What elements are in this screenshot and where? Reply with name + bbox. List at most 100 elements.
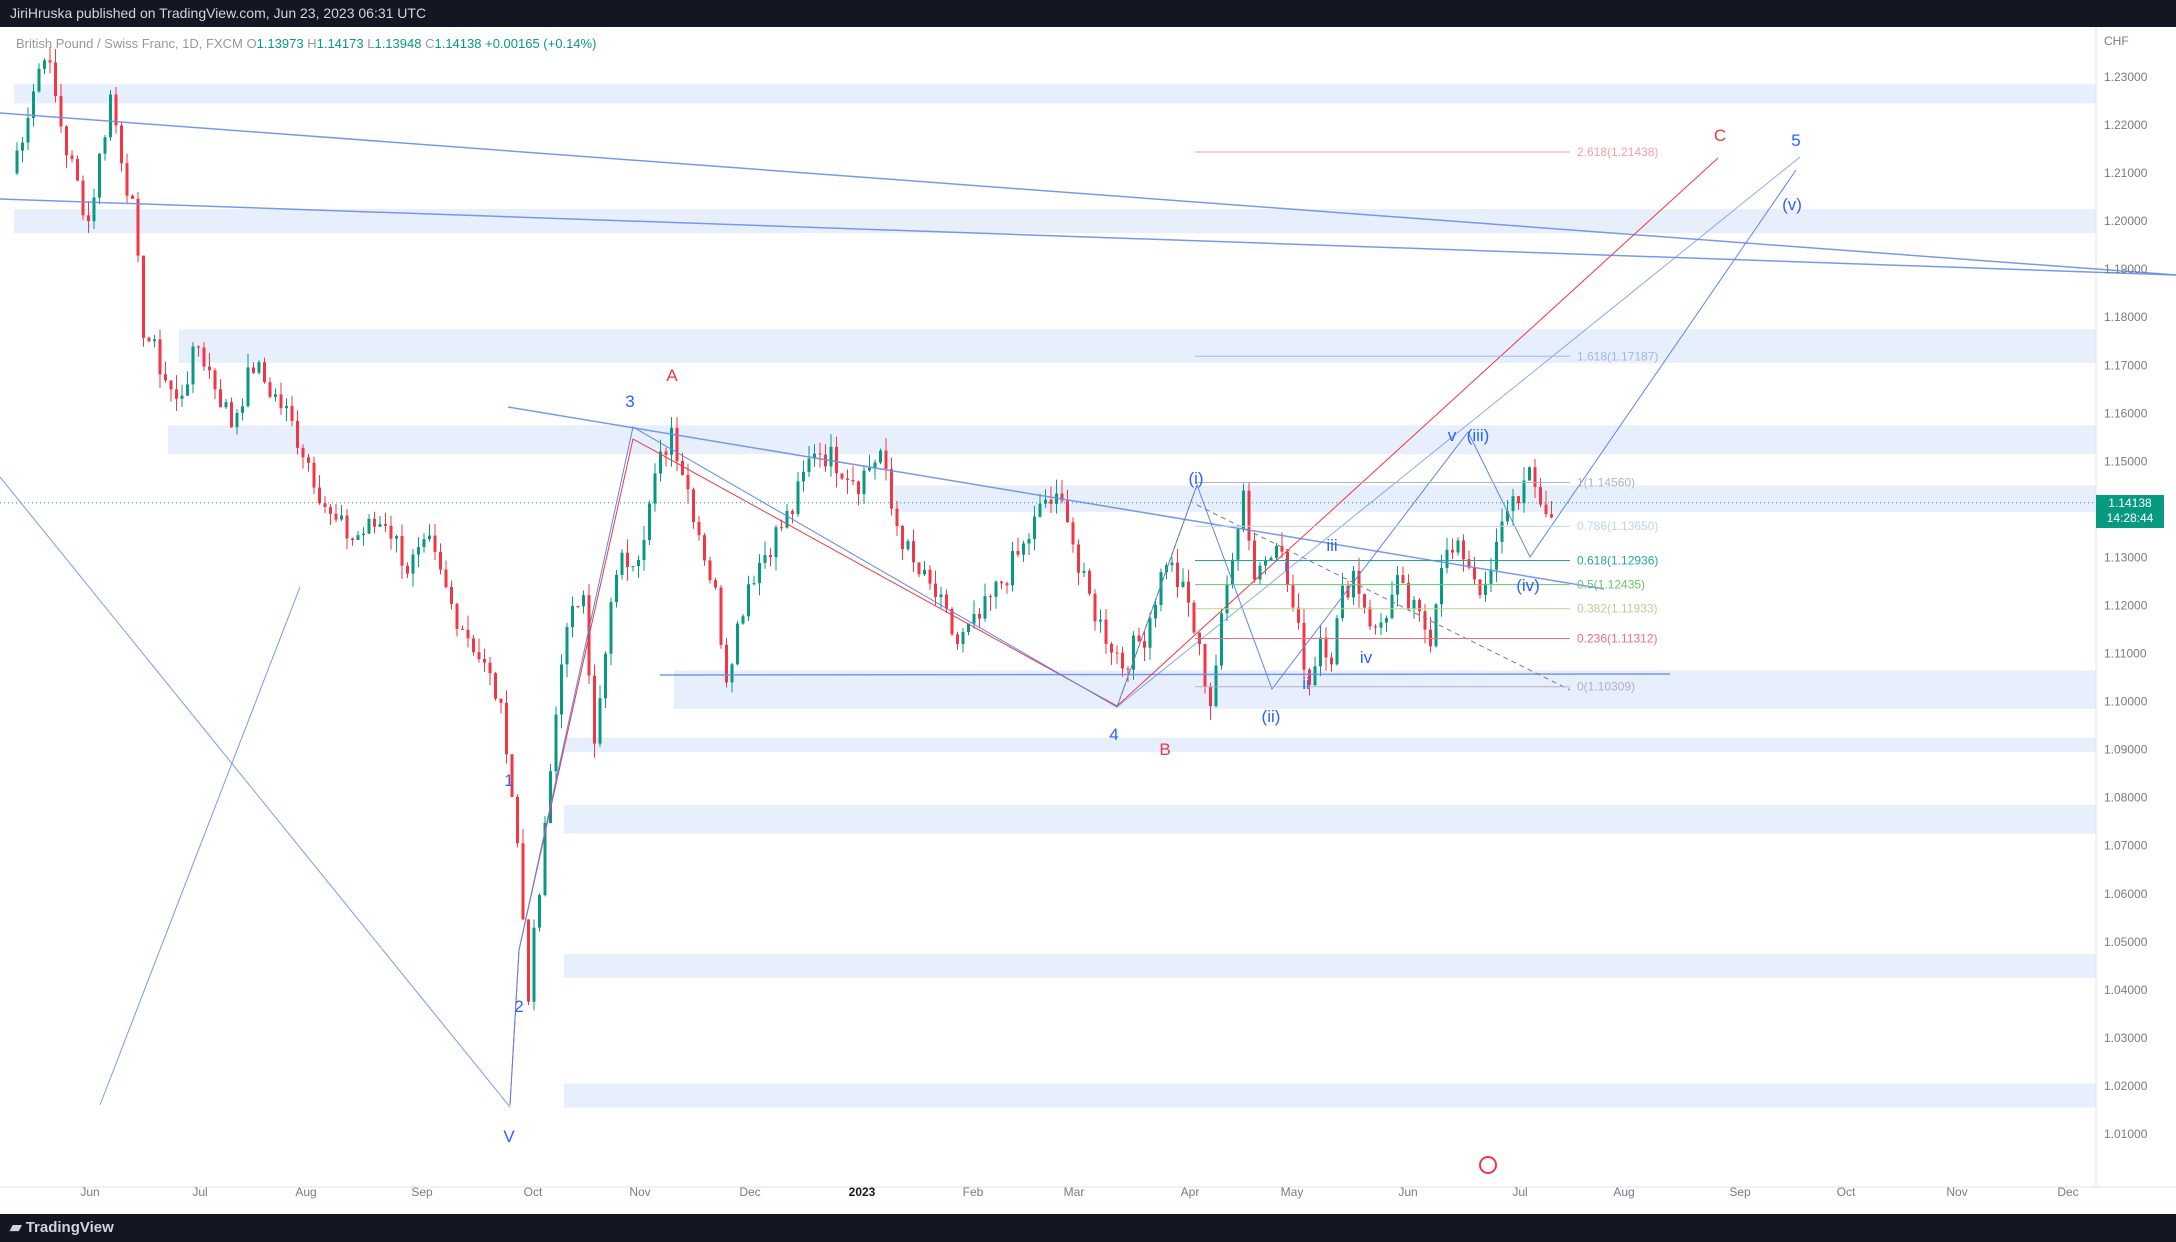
- wave-label: V: [503, 1127, 515, 1146]
- candle-body: [400, 536, 404, 566]
- candle-body: [1022, 543, 1025, 555]
- wave-label: 4: [1109, 725, 1118, 744]
- time-tick-label: Dec: [739, 1185, 760, 1199]
- candle-body: [1462, 540, 1465, 560]
- candle-body: [967, 623, 970, 633]
- candle-body: [153, 339, 156, 342]
- publisher-bar: JiriHruska published on TradingView.com,…: [0, 0, 2176, 27]
- fib-level-label: 0(1.10309): [1577, 680, 1635, 694]
- candle-body: [208, 366, 211, 371]
- candle-body: [21, 142, 24, 151]
- candle-body: [1011, 551, 1014, 586]
- candle-body: [527, 919, 530, 1002]
- candle-body: [681, 461, 684, 475]
- candle-body: [494, 673, 497, 699]
- candle-body: [846, 478, 849, 481]
- candle-body: [1115, 652, 1119, 654]
- candle-body: [758, 562, 761, 584]
- candle-body: [1000, 581, 1003, 584]
- symbol-legend: British Pound / Swiss Franc, 1D, FXCM O1…: [16, 36, 596, 51]
- candle-body: [835, 446, 838, 474]
- candle-body: [472, 638, 475, 653]
- candle-body: [120, 125, 123, 164]
- candle-body: [1121, 652, 1124, 669]
- time-tick-label: Oct: [524, 1185, 543, 1199]
- candle-body: [945, 594, 948, 609]
- candle-body: [1341, 585, 1344, 619]
- candle-body: [1478, 579, 1482, 595]
- economic-event-icon: [1479, 1156, 1497, 1174]
- candle-body: [697, 521, 701, 536]
- candle-body: [802, 471, 805, 482]
- candle-body: [1049, 499, 1053, 504]
- wave-label: 3: [625, 392, 634, 411]
- candle-body: [626, 552, 629, 568]
- candle-body: [1489, 569, 1493, 584]
- candle-body: [1390, 594, 1394, 619]
- wave-label: 2: [514, 997, 523, 1016]
- candle-body: [131, 195, 134, 199]
- candle-body: [1077, 544, 1080, 573]
- publisher-text: JiriHruska published on TradingView.com,…: [10, 5, 427, 21]
- candle-body: [279, 394, 283, 409]
- candle-body: [290, 405, 294, 421]
- candle-body: [868, 467, 871, 471]
- candle-body: [1225, 584, 1229, 614]
- candle-body: [1495, 541, 1498, 570]
- candle-body: [1440, 568, 1443, 605]
- support-resistance-zone: [179, 329, 2096, 363]
- candle-body: [1214, 665, 1218, 707]
- candle-body: [263, 362, 266, 383]
- price-tick-label: 1.23000: [2104, 70, 2148, 84]
- candle-body: [939, 594, 943, 598]
- candle-body: [340, 515, 343, 520]
- candle-body: [1280, 546, 1284, 552]
- candle-body: [312, 462, 316, 488]
- candle-body: [103, 137, 107, 154]
- price-tick-label: 1.16000: [2104, 406, 2148, 420]
- candle-body: [670, 427, 673, 455]
- candle-body: [373, 518, 376, 527]
- price-chart[interactable]: 2.618(1.21438) 1.618(1.17187) 1(1.14560) 0.…: [0, 27, 2176, 1214]
- candle-body: [664, 451, 668, 455]
- wave-label: v: [1448, 426, 1457, 445]
- candle-body: [1126, 668, 1130, 670]
- brand-bar: ▰ TradingView: [0, 1214, 2176, 1242]
- fib-level-label: 1(1.14560): [1577, 476, 1635, 490]
- candle-body: [692, 489, 695, 522]
- candle-body: [972, 613, 976, 624]
- candle-body: [1374, 626, 1377, 628]
- candle-body: [65, 126, 68, 156]
- support-resistance-zone: [894, 485, 2096, 512]
- candle-body: [560, 664, 563, 715]
- candle-body: [791, 510, 794, 515]
- price-tick-label: 1.09000: [2104, 743, 2148, 757]
- candle-body: [609, 602, 613, 654]
- candle-body: [1484, 583, 1487, 595]
- fib-level-label: 0.5(1.12435): [1577, 578, 1645, 592]
- time-tick-label: May: [1281, 1185, 1304, 1199]
- wave-label: ii: [1302, 674, 1310, 693]
- candle-body: [257, 362, 261, 373]
- candle-body: [87, 215, 90, 222]
- candle-body: [186, 384, 189, 396]
- candle-body: [48, 60, 52, 63]
- support-resistance-zone: [564, 1083, 2096, 1108]
- time-tick-label: Feb: [963, 1185, 984, 1199]
- time-tick-label: 2023: [849, 1185, 876, 1199]
- tradingview-logo[interactable]: ▰ TradingView: [10, 1219, 114, 1236]
- candle-body: [26, 118, 30, 143]
- candle-body: [1473, 567, 1476, 580]
- candle-body: [1319, 637, 1322, 667]
- candle-body: [76, 158, 79, 181]
- price-tick-label: 1.10000: [2104, 695, 2148, 709]
- low-value: 1.13948: [374, 36, 422, 51]
- trend-line: [0, 198, 2176, 276]
- candle-body: [620, 552, 624, 575]
- candle-body: [840, 473, 844, 479]
- price-tick-label: 1.03000: [2104, 1031, 2148, 1045]
- candle-body: [164, 374, 167, 381]
- candle-body: [1181, 581, 1185, 588]
- candle-body: [934, 583, 937, 598]
- time-tick-label: Jun: [80, 1185, 99, 1199]
